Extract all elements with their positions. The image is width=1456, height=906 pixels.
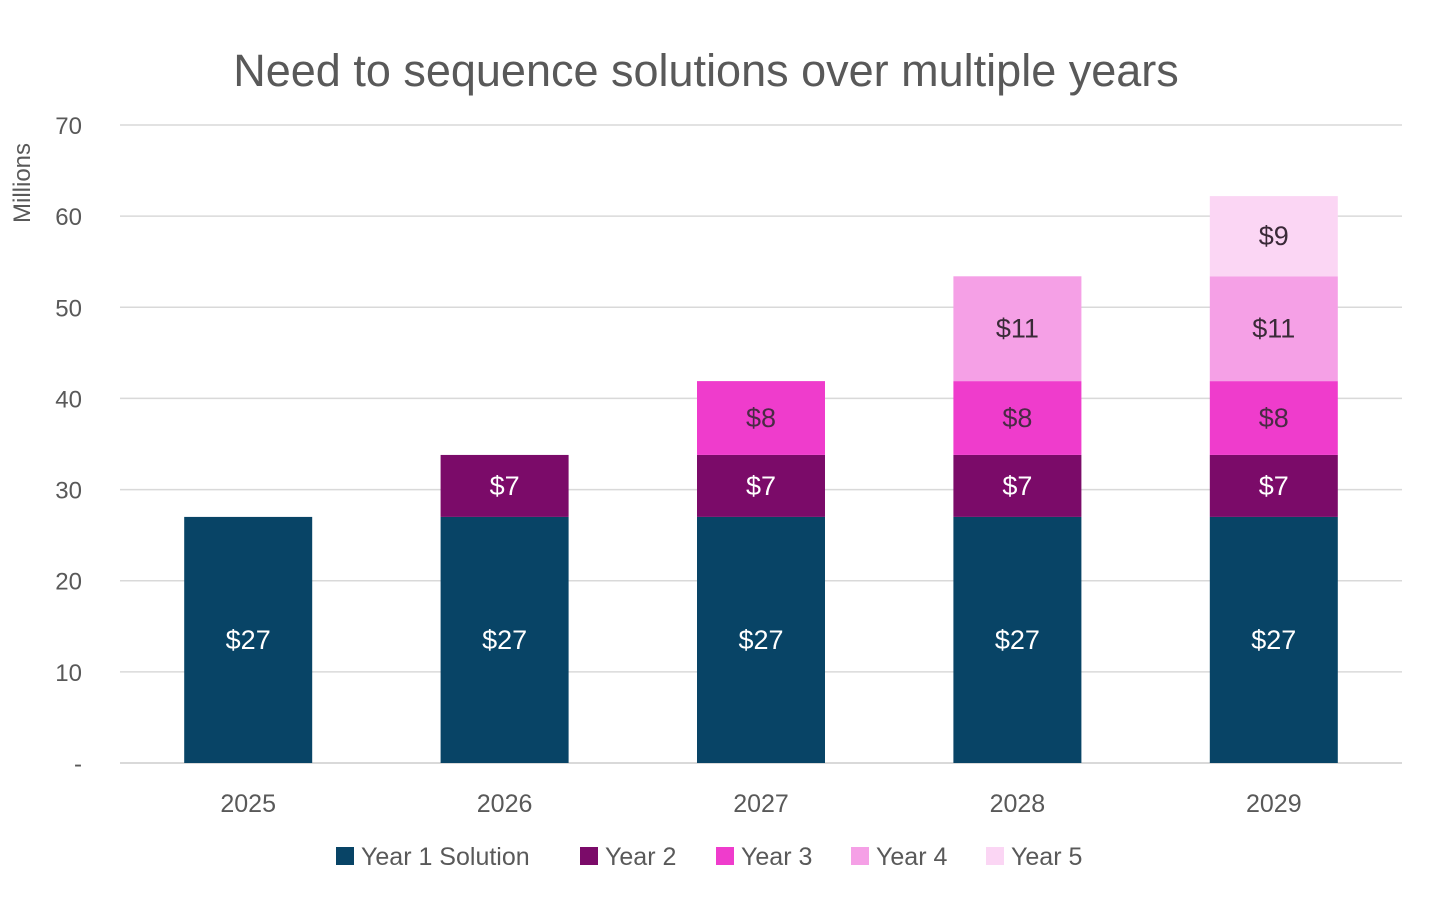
- legend-swatch: [336, 847, 354, 865]
- data-label: $9: [1259, 221, 1289, 251]
- legend-label: Year 1 Solution: [361, 843, 530, 871]
- y-tick-label: 60: [55, 204, 82, 231]
- y-tick-label: 10: [55, 660, 82, 687]
- data-label: $27: [226, 625, 271, 655]
- legend-swatch: [716, 847, 734, 865]
- y-tick-label: -: [74, 751, 82, 778]
- data-label: $27: [738, 625, 783, 655]
- data-labels: $27 $27 $7 $27 $7 $8 $27 $7 $8 $11 $27 $7 $8 $11 $9: [226, 221, 1297, 655]
- bar-segment: [184, 516, 313, 763]
- y-tick-label: 20: [55, 569, 82, 596]
- bar-segment: [953, 276, 1082, 382]
- data-label: $11: [1252, 314, 1295, 344]
- bar-segment: [1209, 276, 1338, 382]
- x-tick-label: 2028: [990, 790, 1046, 818]
- data-label: $7: [746, 471, 776, 501]
- y-tick-label: 50: [55, 295, 82, 322]
- data-label: $7: [1002, 471, 1032, 501]
- legend-label: Year 4: [876, 843, 947, 871]
- legend-label: Year 3: [741, 843, 812, 871]
- legend-swatch: [851, 847, 869, 865]
- data-label: $27: [482, 625, 527, 655]
- bar-segment: [953, 381, 1082, 455]
- y-tick-label: 70: [55, 113, 82, 140]
- data-label: $8: [1002, 403, 1032, 433]
- bar-segment: [953, 454, 1082, 517]
- legend: Year 1 Solution Year 2 Year 3 Year 4 Year 5: [336, 843, 1082, 871]
- x-axis-ticks: 2025 2026 2027 2028 2029: [220, 790, 1301, 818]
- bar-segment: [697, 516, 825, 763]
- legend-swatch: [986, 847, 1004, 865]
- x-tick-label: 2029: [1246, 790, 1302, 818]
- bars: [184, 196, 1338, 763]
- bar-segment: [697, 381, 825, 455]
- bar-segment: [1209, 196, 1338, 277]
- y-tick-label: 40: [55, 386, 82, 413]
- bar-segment: [1209, 454, 1338, 517]
- data-label: $8: [1259, 403, 1289, 433]
- data-label: $27: [1251, 625, 1296, 655]
- bar-segment: [697, 454, 825, 517]
- bar-segment: [1209, 381, 1338, 455]
- legend-label: Year 2: [605, 843, 676, 871]
- data-label: $8: [746, 403, 776, 433]
- x-tick-label: 2027: [733, 790, 789, 818]
- data-label: $27: [995, 625, 1040, 655]
- bar-segment: [440, 516, 569, 763]
- legend-swatch: [580, 847, 598, 865]
- y-axis-title: Millions: [9, 143, 36, 223]
- data-label: $11: [996, 314, 1039, 344]
- y-axis-ticks: - 10 20 30 40 50 60 70: [55, 113, 82, 778]
- x-tick-label: 2026: [477, 790, 533, 818]
- data-label: $7: [490, 471, 520, 501]
- x-tick-label: 2025: [220, 790, 276, 818]
- bar-segment: [440, 454, 569, 517]
- y-tick-label: 30: [55, 478, 82, 505]
- legend-label: Year 5: [1011, 843, 1082, 871]
- bar-segment: [953, 516, 1082, 763]
- bar-segment: [1209, 516, 1338, 763]
- chart-title: Need to sequence solutions over multiple…: [233, 45, 1179, 96]
- data-label: $7: [1259, 471, 1289, 501]
